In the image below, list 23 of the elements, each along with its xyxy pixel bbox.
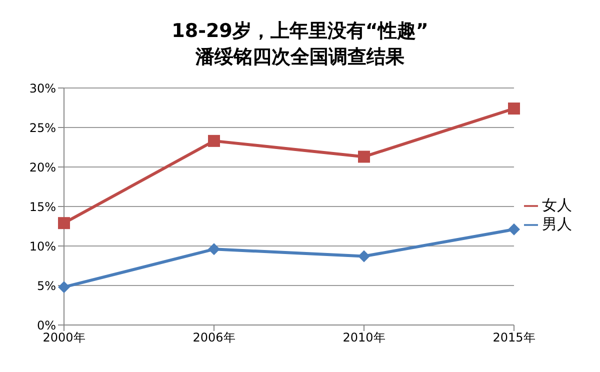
- point: [358, 250, 370, 262]
- x-tick-label: 2015年: [492, 330, 536, 345]
- x-tick-label: 2000年: [42, 330, 86, 345]
- point: [508, 102, 520, 115]
- point: [58, 217, 70, 230]
- y-tick-label: 20%: [29, 160, 56, 174]
- y-tick-label: 0%: [36, 318, 56, 332]
- y-tick-label: 30%: [29, 81, 56, 96]
- x-tick-label: 2010年: [342, 330, 386, 345]
- point: [358, 150, 370, 163]
- point: [208, 134, 220, 147]
- y-tick-label: 5%: [36, 278, 56, 293]
- point: [58, 281, 70, 294]
- y-tick-label: 15%: [29, 200, 56, 214]
- point: [508, 223, 520, 236]
- chart-subtitle: 潘绥铭四次全国调查结果: [194, 45, 406, 70]
- legend-label: 女人: [542, 196, 572, 214]
- point: [208, 243, 220, 256]
- legend-label: 男人: [542, 215, 572, 233]
- y-tick-label: 25%: [29, 120, 56, 135]
- chart-title: 18-29岁，上年里没有“性趣”: [170, 19, 430, 44]
- x-tick-label: 2006年: [192, 330, 236, 345]
- y-tick-label: 10%: [29, 239, 56, 254]
